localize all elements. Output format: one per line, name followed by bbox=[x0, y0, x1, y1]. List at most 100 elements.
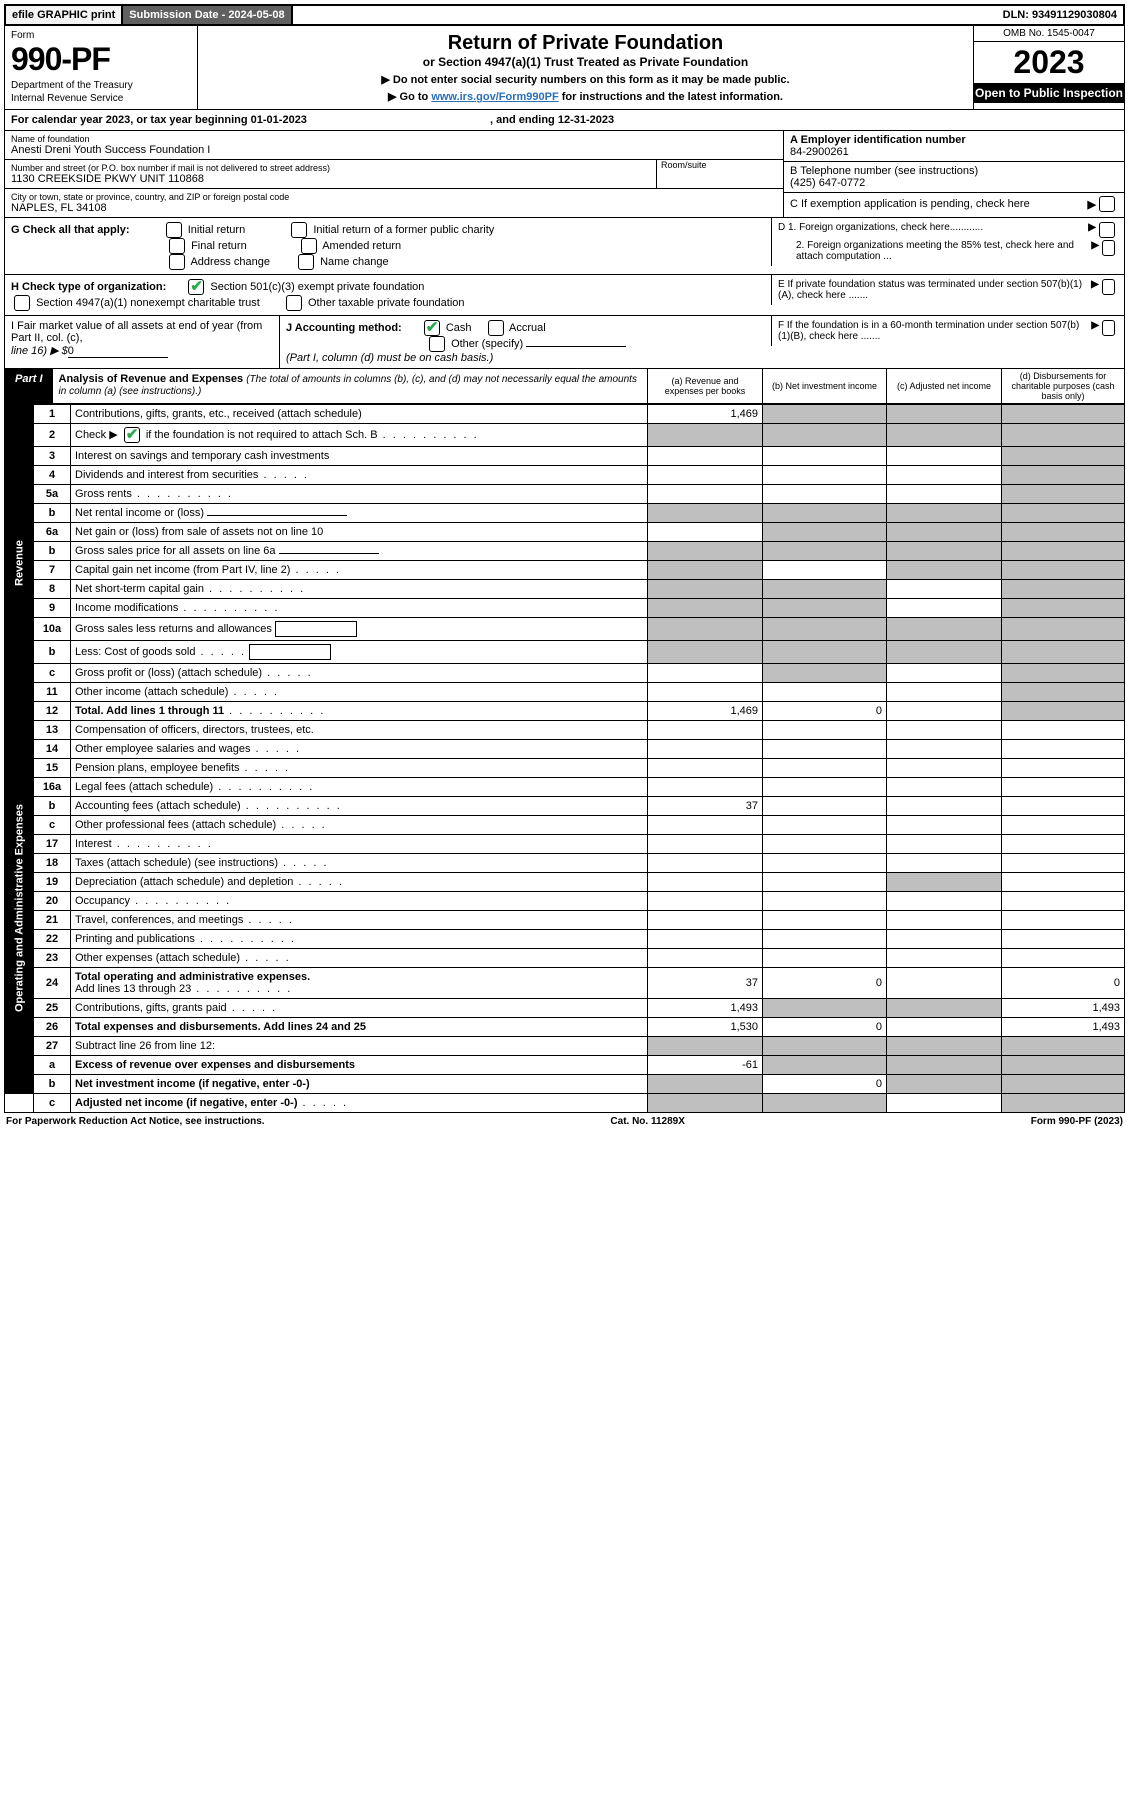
omb-number: OMB No. 1545-0047 bbox=[974, 26, 1124, 42]
row-16a: Legal fees (attach schedule) bbox=[75, 781, 213, 793]
row-8: Net short-term capital gain bbox=[75, 583, 204, 595]
h-501c3[interactable] bbox=[188, 279, 204, 295]
j-other[interactable] bbox=[429, 336, 445, 352]
open-public: Open to Public Inspection bbox=[974, 83, 1124, 103]
g-o6: Name change bbox=[320, 256, 389, 268]
r5b-field[interactable] bbox=[207, 515, 347, 516]
row-20: Occupancy bbox=[75, 895, 130, 907]
note-2: ▶ Go to www.irs.gov/Form990PF for instru… bbox=[204, 90, 967, 103]
g-final-return[interactable] bbox=[169, 238, 185, 254]
row-21: Travel, conferences, and meetings bbox=[75, 914, 243, 926]
efile-label[interactable]: efile GRAPHIC print bbox=[6, 6, 123, 24]
g-former-charity[interactable] bbox=[291, 222, 307, 238]
row-19: Depreciation (attach schedule) and deple… bbox=[75, 876, 293, 888]
h-4947[interactable] bbox=[14, 295, 30, 311]
footer-mid: Cat. No. 11289X bbox=[610, 1116, 684, 1127]
form-number: 990-PF bbox=[11, 41, 191, 78]
v1a: 1,469 bbox=[648, 405, 763, 424]
cal-end: 12-31-2023 bbox=[558, 114, 614, 126]
e-checkbox[interactable] bbox=[1102, 279, 1115, 295]
row-5b: Net rental income or (loss) bbox=[75, 507, 204, 519]
r6b-field[interactable] bbox=[279, 553, 379, 554]
j-cash[interactable] bbox=[424, 320, 440, 336]
arrow-icon: ▶ bbox=[1088, 222, 1096, 238]
row-27c: Adjusted net income (if negative, enter … bbox=[75, 1097, 297, 1109]
phone-label: B Telephone number (see instructions) bbox=[790, 165, 1118, 177]
revenue-side-label: Revenue bbox=[5, 405, 34, 721]
d1-checkbox[interactable] bbox=[1099, 222, 1115, 238]
section-i: I Fair market value of all assets at end… bbox=[4, 316, 1125, 369]
col-c: (c) Adjusted net income bbox=[886, 369, 1001, 403]
row-3: Interest on savings and temporary cash i… bbox=[71, 447, 648, 466]
street: 1130 CREEKSIDE PKWY UNIT 110868 bbox=[11, 173, 656, 185]
dept-2: Internal Revenue Service bbox=[11, 93, 191, 104]
g-address-change[interactable] bbox=[169, 254, 185, 270]
row-6b: Gross sales price for all assets on line… bbox=[75, 545, 276, 557]
g-name-change[interactable] bbox=[298, 254, 314, 270]
g-label: G Check all that apply: bbox=[11, 224, 130, 236]
row-24a: Total operating and administrative expen… bbox=[75, 971, 310, 983]
row-11: Other income (attach schedule) bbox=[75, 686, 228, 698]
footer-left: For Paperwork Reduction Act Notice, see … bbox=[6, 1116, 265, 1127]
row-2a: Check ▶ bbox=[75, 429, 118, 441]
h-o3: Other taxable private foundation bbox=[308, 297, 465, 309]
i-line2: line 16) ▶ $ bbox=[11, 345, 68, 357]
irs-link[interactable]: www.irs.gov/Form990PF bbox=[431, 91, 558, 103]
city: NAPLES, FL 34108 bbox=[11, 202, 777, 214]
c-label: C If exemption application is pending, c… bbox=[790, 198, 1030, 210]
schb-checkbox[interactable] bbox=[124, 427, 140, 443]
submission-date: Submission Date - 2024-05-08 bbox=[123, 6, 292, 24]
r10a-box[interactable] bbox=[275, 621, 357, 637]
v25a: 1,493 bbox=[648, 999, 763, 1018]
footer: For Paperwork Reduction Act Notice, see … bbox=[4, 1113, 1125, 1130]
row-22: Printing and publications bbox=[75, 933, 195, 945]
ein: 84-2900261 bbox=[790, 146, 1118, 158]
j-accrual[interactable] bbox=[488, 320, 504, 336]
cal-begin: 01-01-2023 bbox=[251, 114, 307, 126]
d2-label: 2. Foreign organizations meeting the 85%… bbox=[778, 240, 1091, 262]
arrow-icon: ▶ bbox=[1091, 240, 1099, 262]
v27bb: 0 bbox=[763, 1075, 887, 1094]
col-b: (b) Net investment income bbox=[762, 369, 886, 403]
d2-checkbox[interactable] bbox=[1102, 240, 1115, 256]
j-accrual-label: Accrual bbox=[509, 322, 546, 334]
v12a: 1,469 bbox=[648, 702, 763, 721]
e-label: E If private foundation status was termi… bbox=[778, 279, 1091, 301]
j-other-field[interactable] bbox=[526, 346, 626, 347]
street-label: Number and street (or P.O. box number if… bbox=[11, 163, 656, 173]
arrow-icon: ▶ bbox=[1091, 320, 1099, 342]
row-25: Contributions, gifts, grants paid bbox=[75, 1002, 227, 1014]
top-bar: efile GRAPHIC print Submission Date - 20… bbox=[4, 4, 1125, 26]
c-checkbox[interactable] bbox=[1099, 196, 1115, 212]
r10b-box[interactable] bbox=[249, 644, 331, 660]
part-1-title: Analysis of Revenue and Expenses bbox=[59, 373, 244, 385]
main-table: Revenue 1 Contributions, gifts, grants, … bbox=[4, 404, 1125, 1113]
d1-label: D 1. Foreign organizations, check here..… bbox=[778, 222, 983, 238]
row-16c: Other professional fees (attach schedule… bbox=[75, 819, 276, 831]
h-o1: Section 501(c)(3) exempt private foundat… bbox=[210, 281, 424, 293]
dln: DLN: 93491129030804 bbox=[997, 6, 1123, 24]
note-2-pre: ▶ Go to bbox=[388, 91, 431, 103]
j-cash-label: Cash bbox=[446, 322, 472, 334]
g-amended[interactable] bbox=[301, 238, 317, 254]
row-6a: Net gain or (loss) from sale of assets n… bbox=[71, 523, 648, 542]
v24a: 37 bbox=[648, 968, 763, 999]
name-label: Name of foundation bbox=[11, 134, 777, 144]
section-g: G Check all that apply: Initial return I… bbox=[4, 218, 1125, 275]
part-1-label: Part I bbox=[5, 369, 53, 403]
g-initial-return[interactable] bbox=[166, 222, 182, 238]
g-o2: Final return bbox=[191, 240, 247, 252]
row-24b: Add lines 13 through 23 bbox=[75, 983, 191, 995]
f-checkbox[interactable] bbox=[1102, 320, 1115, 336]
expenses-side-label: Operating and Administrative Expenses bbox=[5, 721, 34, 1094]
i-line1: I Fair market value of all assets at end… bbox=[11, 320, 262, 344]
g-o4: Initial return of a former public charit… bbox=[313, 224, 494, 236]
j-note: (Part I, column (d) must be on cash basi… bbox=[286, 352, 493, 364]
v24d: 0 bbox=[1002, 968, 1125, 999]
dept-1: Department of the Treasury bbox=[11, 80, 191, 91]
f-label: F If the foundation is in a 60-month ter… bbox=[778, 320, 1091, 342]
g-o5: Amended return bbox=[322, 240, 401, 252]
v26d: 1,493 bbox=[1002, 1018, 1125, 1037]
v25d: 1,493 bbox=[1002, 999, 1125, 1018]
h-other-taxable[interactable] bbox=[286, 295, 302, 311]
